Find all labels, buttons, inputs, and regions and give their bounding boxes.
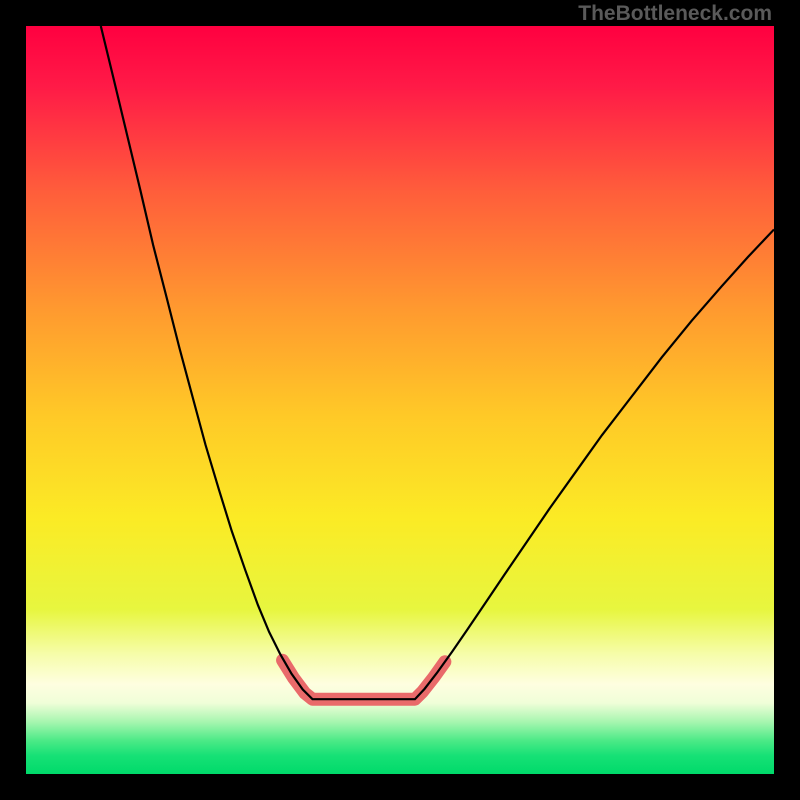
curve-layer [26, 26, 774, 774]
chart-frame: TheBottleneck.com [0, 0, 800, 800]
bottleneck-curve [101, 26, 774, 699]
plot-area [26, 26, 774, 774]
watermark-text: TheBottleneck.com [578, 2, 772, 26]
